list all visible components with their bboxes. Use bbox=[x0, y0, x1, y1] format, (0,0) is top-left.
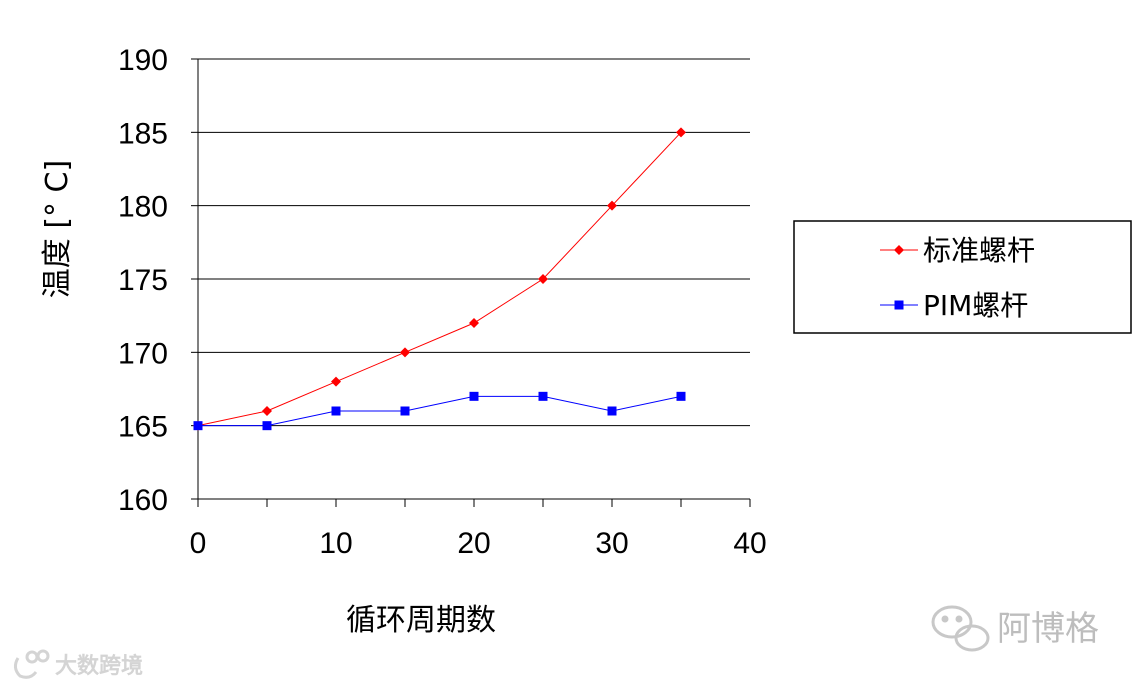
y-tick-label: 160 bbox=[118, 484, 168, 517]
data-point bbox=[262, 406, 272, 416]
watermark-right-text: 阿博格 bbox=[997, 609, 1099, 649]
series-2 bbox=[193, 391, 686, 431]
data-point bbox=[538, 391, 548, 401]
x-tick-label: 20 bbox=[457, 527, 490, 560]
y-tick-label: 180 bbox=[118, 191, 168, 224]
y-tick-label: 190 bbox=[118, 44, 168, 77]
x-tick-label: 30 bbox=[595, 527, 628, 560]
data-point bbox=[331, 406, 341, 416]
watermark-right: 阿博格 bbox=[931, 605, 1099, 652]
data-point bbox=[262, 421, 272, 431]
watermark-left: 大数跨境 bbox=[13, 649, 143, 679]
data-point bbox=[193, 421, 203, 431]
x-tick-label: 10 bbox=[319, 527, 352, 560]
data-point bbox=[400, 347, 410, 358]
legend-item: 标准螺杆 bbox=[880, 234, 1035, 267]
legend-item: PIM螺杆 bbox=[880, 289, 1028, 322]
legend-marker bbox=[894, 245, 904, 255]
legend-label: PIM螺杆 bbox=[923, 289, 1028, 322]
wechat-icon bbox=[931, 605, 990, 652]
y-tick-label: 165 bbox=[118, 411, 168, 444]
data-point bbox=[469, 318, 479, 328]
data-point bbox=[400, 406, 410, 416]
y-tick-labels: 160 165 170 175 180 185 190 bbox=[118, 44, 168, 517]
grid-lines bbox=[198, 58, 750, 427]
data-point bbox=[469, 391, 479, 401]
y-tick-label: 185 bbox=[118, 117, 168, 150]
series bbox=[193, 127, 686, 431]
axes bbox=[191, 58, 751, 507]
legend: 标准螺杆 PIM螺杆 bbox=[793, 220, 1132, 334]
y-axis-title: 温度 [° C] bbox=[40, 160, 75, 298]
legend-marker bbox=[894, 300, 904, 310]
legend-label: 标准螺杆 bbox=[923, 234, 1035, 267]
data-point bbox=[607, 406, 617, 416]
x-axis-title: 循环周期数 bbox=[346, 603, 496, 638]
x-tick-label: 0 bbox=[190, 527, 207, 560]
x-tick-label: 40 bbox=[733, 527, 766, 560]
y-tick-label: 175 bbox=[118, 264, 168, 297]
y-tick-label: 170 bbox=[118, 337, 168, 370]
data-point bbox=[607, 200, 617, 211]
series-line bbox=[197, 131, 682, 427]
watermark-left-text: 大数跨境 bbox=[55, 653, 143, 679]
data-point bbox=[331, 376, 341, 387]
data-point bbox=[538, 274, 548, 284]
data-point bbox=[676, 127, 686, 138]
legend-box bbox=[793, 220, 1132, 334]
brand-logo-icon bbox=[13, 649, 50, 679]
series-line bbox=[198, 395, 682, 427]
x-tick-labels: 0 10 20 30 40 bbox=[190, 527, 767, 560]
data-point bbox=[676, 391, 686, 401]
